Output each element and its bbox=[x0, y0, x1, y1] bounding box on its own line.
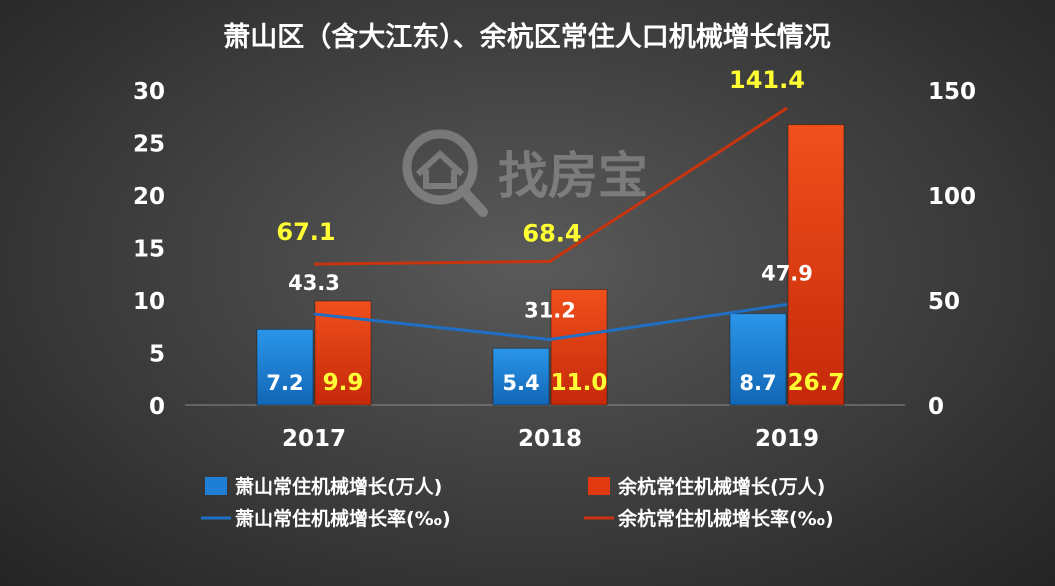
bar-label-yuhang: 26.7 bbox=[788, 370, 845, 396]
bar-yuhang bbox=[787, 124, 845, 406]
x-tick-label: 2019 bbox=[755, 426, 819, 452]
watermark-magnifier-icon bbox=[402, 129, 478, 205]
legend-swatch-bar bbox=[588, 477, 610, 495]
y-left-tick-label: 20 bbox=[133, 184, 165, 210]
y-right-tick-label: 150 bbox=[928, 79, 976, 105]
line-xiaoshan-rate bbox=[313, 302, 788, 341]
x-axis-labels: 2017 2018 2019 bbox=[282, 426, 819, 452]
bar-xiaoshan bbox=[729, 313, 787, 406]
y-left-tick-label: 30 bbox=[133, 79, 165, 105]
legend-label: 余杭常住机械增长(万人) bbox=[617, 475, 825, 498]
legend: 萧山常住机械增长(万人) 余杭常住机械增长(万人) 萧山常住机械增长率(‰) 余杭常住… bbox=[201, 475, 834, 530]
line-label-yuhang: 67.1 bbox=[276, 218, 335, 246]
x-tick-label: 2017 bbox=[282, 426, 346, 452]
chart-title: 萧山区（含大江东）、余杭区常住人口机械增长情况 bbox=[223, 21, 831, 53]
y-left-tick-label: 5 bbox=[149, 342, 165, 368]
y-left-tick-label: 15 bbox=[133, 237, 165, 263]
line-label-xiaoshan: 47.9 bbox=[761, 261, 813, 285]
watermark-house-icon bbox=[415, 149, 465, 189]
y-right-tick-label: 0 bbox=[928, 394, 944, 420]
bar-label-yuhang: 9.9 bbox=[323, 370, 364, 396]
line-label-xiaoshan: 31.2 bbox=[524, 298, 576, 322]
bar-xiaoshan bbox=[492, 347, 550, 406]
data-labels: 7.2 5.4 8.7 9.9 11.0 26.7 43.3 31.2 47.9 67.1 68.4… bbox=[266, 66, 844, 396]
lines bbox=[313, 106, 788, 341]
legend-label: 萧山常住机械增长(万人) bbox=[235, 475, 442, 498]
legend-label: 余杭常住机械增长率(‰) bbox=[617, 507, 834, 530]
line-label-yuhang: 68.4 bbox=[522, 219, 581, 247]
watermark-logo: 找房宝 bbox=[402, 129, 648, 217]
bar-label-yuhang: 11.0 bbox=[551, 370, 608, 396]
bar-xiaoshan bbox=[256, 328, 314, 406]
y-left-tick-label: 25 bbox=[133, 132, 165, 158]
y-axis-right: 0 50 100 150 bbox=[928, 79, 976, 420]
watermark-text: 找房宝 bbox=[498, 147, 648, 205]
y-right-tick-label: 50 bbox=[928, 289, 960, 315]
x-tick-label: 2018 bbox=[518, 426, 582, 452]
legend-label: 萧山常住机械增长率(‰) bbox=[235, 507, 451, 530]
y-left-tick-label: 10 bbox=[133, 289, 165, 315]
line-label-xiaoshan: 43.3 bbox=[288, 271, 340, 295]
y-right-tick-label: 100 bbox=[928, 184, 976, 210]
bar-label-xiaoshan: 8.7 bbox=[739, 371, 776, 395]
bar-label-xiaoshan: 5.4 bbox=[502, 371, 539, 395]
line-yuhang-rate bbox=[313, 106, 788, 266]
bar-yuhang bbox=[550, 289, 608, 406]
bar-label-xiaoshan: 7.2 bbox=[266, 371, 303, 395]
y-left-tick-label: 0 bbox=[149, 394, 165, 420]
legend-swatch-bar bbox=[205, 477, 227, 495]
y-axis-left: 0 5 10 15 20 25 30 bbox=[133, 79, 165, 420]
line-label-yuhang: 141.4 bbox=[729, 66, 805, 94]
